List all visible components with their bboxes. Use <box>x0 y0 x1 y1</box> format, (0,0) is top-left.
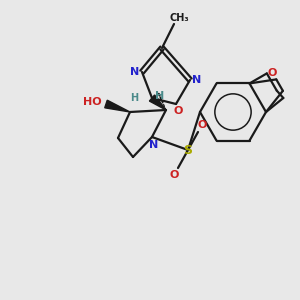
Text: S: S <box>184 143 193 157</box>
Text: H: H <box>130 93 138 103</box>
Polygon shape <box>105 100 130 112</box>
Text: H: H <box>155 91 165 101</box>
Text: HO: HO <box>83 97 101 107</box>
Text: O: O <box>169 170 179 180</box>
Text: O: O <box>267 68 277 78</box>
Polygon shape <box>149 95 166 110</box>
Text: N: N <box>149 140 159 150</box>
Text: N: N <box>192 75 202 85</box>
Text: O: O <box>173 106 183 116</box>
Text: N: N <box>130 67 140 77</box>
Text: CH₃: CH₃ <box>169 13 189 23</box>
Text: O: O <box>197 120 207 130</box>
